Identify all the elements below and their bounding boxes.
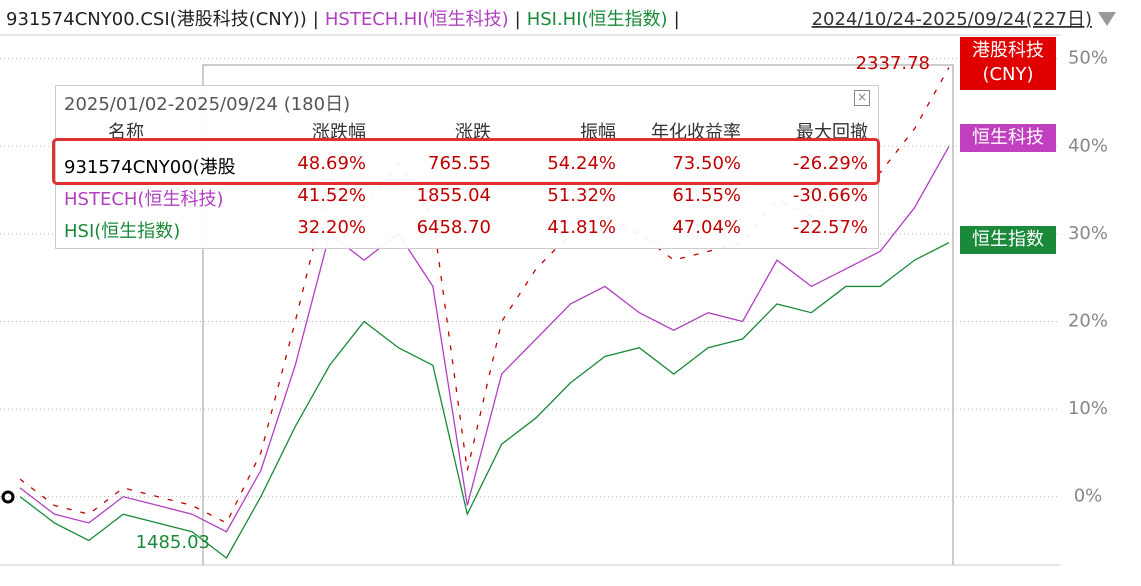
table-cell: 48.69% [297,153,366,174]
highlight-box [52,138,880,185]
separator: | [313,9,319,30]
table-cell: 名称 [108,122,144,143]
table-cell: 47.04% [672,217,741,238]
legend-entry: 931574CNY00.CSI(港股科技(CNY)) [6,9,307,30]
y-tick-label: 40% [1068,135,1108,156]
y-tick-label: 50% [1068,48,1108,69]
separator: | [674,9,680,30]
table-cell: 765.55 [428,153,491,174]
end-label: (CNY) [982,64,1033,85]
table-cell: 41.81% [547,217,616,238]
table-cell: 32.20% [297,217,366,238]
table-cell: 61.55% [672,185,741,206]
y-tick-label: 30% [1068,223,1108,244]
start-marker [1,490,15,504]
table-cell: -30.66% [792,185,868,206]
legend-entry: HSTECH.HI(恒生科技) [325,9,509,30]
table-cell: 最大回撤 [796,122,868,143]
date-range: 2024/10/24-2025/09/24(227日) [812,9,1092,30]
end-label-box [960,226,1056,254]
table-cell: -26.29% [792,153,868,174]
table-cell: 73.50% [672,153,741,174]
table-cell: 54.24% [547,153,616,174]
stats-panel: 2025/01/02-2025/09/24 (180日) × 名称 涨跌幅 涨跌 振幅… [55,85,879,249]
end-label: 港股科技 [972,40,1044,61]
table-cell: HSI(恒生指数) [64,221,181,242]
table-cell: 51.32% [547,185,616,206]
line-series [19,145,950,533]
table-cell: 年化收益率 [651,122,741,143]
end-label-box [960,37,1056,90]
dropdown[interactable] [1098,12,1116,26]
table-cell: HSTECH(恒生科技) [64,189,224,210]
y-tick-label: 10% [1068,398,1108,419]
legend-entry: HSI.HI(恒生指数) [527,9,668,30]
end-label-box [960,124,1056,152]
close-button[interactable]: × [854,90,870,106]
end-label: 恒生科技 [972,127,1044,148]
table-cell: 涨跌幅 [312,122,366,143]
separator: | [515,9,521,30]
table-cell: 931574CNY00(港股 [64,157,236,178]
table-cell: 涨跌 [455,122,491,143]
table-cell: 6458.70 [416,217,491,238]
table-cell: 1855.04 [416,185,491,206]
table-cell: 41.52% [297,185,366,206]
annotation: 1485.03 [136,532,210,553]
table-cell: 振幅 [580,122,616,143]
header: 931574CNY00.CSI(港股科技(CNY)) | HSTECH.HI(恒生科… [6,9,680,30]
y-tick-label: 0% [1074,486,1103,507]
end-label: 恒生指数 [972,229,1044,250]
table-cell: -22.57% [792,217,868,238]
y-tick-label: 20% [1068,310,1108,331]
stats-title: 2025/01/02-2025/09/24 (180日) [64,94,351,115]
annotation: 2337.78 [856,53,930,74]
line-series [19,242,950,559]
